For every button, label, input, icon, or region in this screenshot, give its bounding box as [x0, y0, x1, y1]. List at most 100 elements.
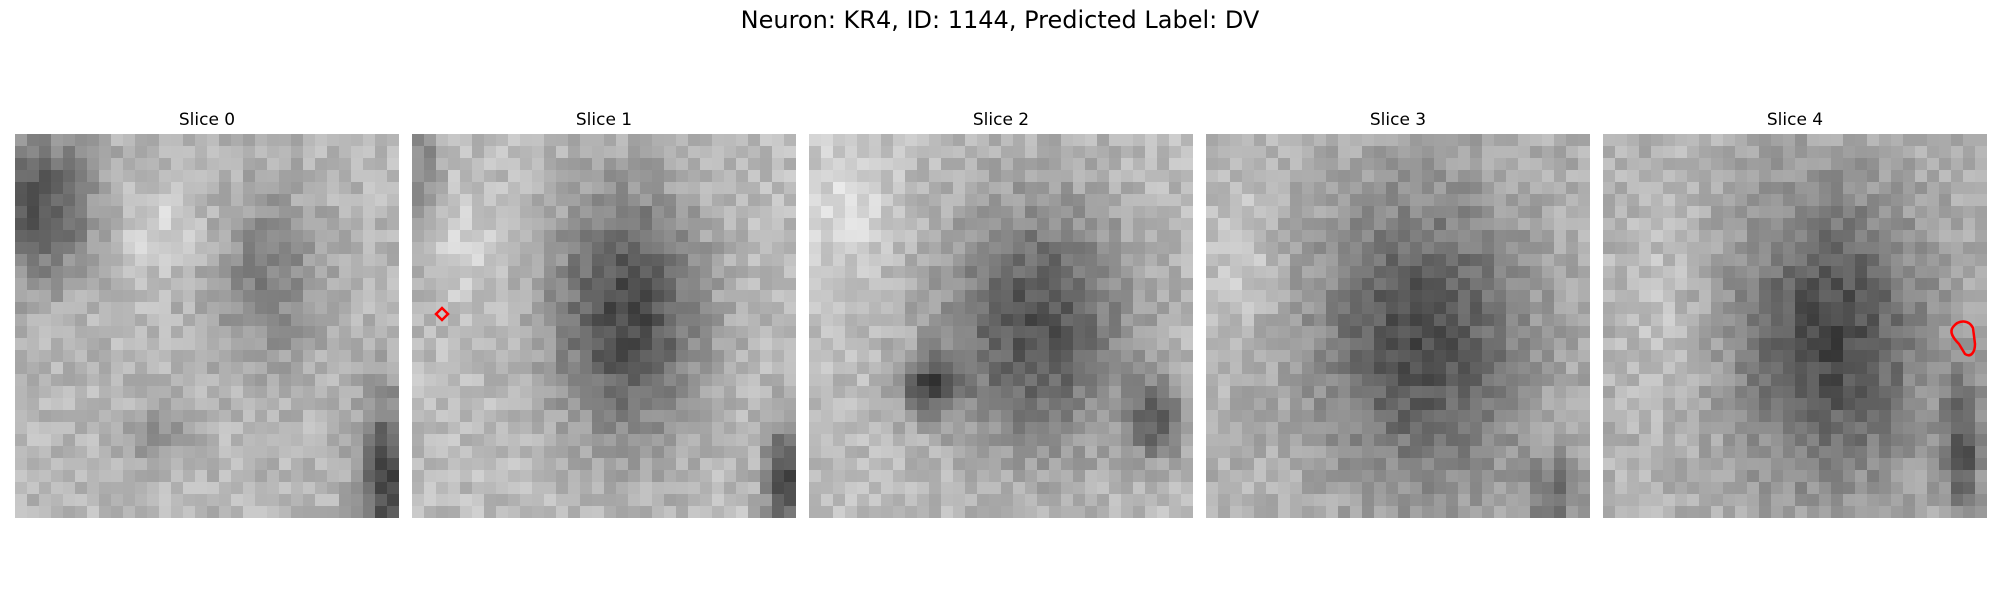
pixel	[772, 350, 785, 363]
pixel	[1506, 350, 1519, 363]
pixel	[1230, 506, 1243, 518]
pixel	[640, 482, 653, 495]
pixel	[700, 470, 713, 483]
pixel	[1302, 506, 1315, 518]
pixel	[1879, 374, 1892, 387]
pixel	[1374, 326, 1387, 339]
pixel	[75, 506, 88, 518]
pixel	[845, 134, 858, 147]
pixel	[1278, 194, 1291, 207]
pixel	[1085, 446, 1098, 459]
pixel	[664, 194, 677, 207]
pixel	[1747, 302, 1760, 315]
pixel	[1278, 218, 1291, 231]
pixel	[1927, 374, 1940, 387]
pixel	[1903, 386, 1916, 399]
pixel	[1615, 182, 1628, 195]
pixel	[484, 494, 497, 507]
pixel	[1639, 170, 1652, 183]
pixel	[941, 218, 954, 231]
pixel	[1181, 170, 1193, 183]
pixel	[1290, 254, 1303, 267]
pixel	[1458, 338, 1471, 351]
pixel	[255, 314, 268, 327]
pixel	[1458, 218, 1471, 231]
pixel	[1230, 242, 1243, 255]
pixel	[953, 458, 966, 471]
pixel	[736, 266, 749, 279]
pixel	[1783, 302, 1796, 315]
pixel	[580, 422, 593, 435]
pixel	[1759, 182, 1772, 195]
pixel	[1230, 302, 1243, 315]
pixel	[1663, 218, 1676, 231]
pixel	[929, 266, 942, 279]
pixel	[1434, 422, 1447, 435]
pixel	[544, 386, 557, 399]
pixel	[544, 326, 557, 339]
pixel	[592, 350, 605, 363]
pixel	[1278, 158, 1291, 171]
slice-panel-0: Slice 0	[15, 108, 399, 518]
pixel	[1566, 410, 1579, 423]
pixel	[1795, 350, 1808, 363]
pixel	[1915, 182, 1928, 195]
pixel	[219, 458, 232, 471]
pixel	[1242, 470, 1255, 483]
pixel	[111, 326, 124, 339]
pixel	[159, 158, 172, 171]
pixel	[532, 170, 545, 183]
pixel	[1073, 266, 1086, 279]
pixel	[1603, 434, 1616, 447]
pixel	[1434, 410, 1447, 423]
pixel	[1121, 434, 1134, 447]
pixel	[628, 266, 641, 279]
pixel	[1723, 386, 1736, 399]
pixel	[881, 158, 894, 171]
pixel	[1374, 386, 1387, 399]
pixel	[123, 434, 136, 447]
pixel	[1338, 206, 1351, 219]
pixel	[183, 338, 196, 351]
slice-title: Slice 0	[178, 110, 236, 130]
pixel	[1278, 434, 1291, 447]
pixel	[1434, 278, 1447, 291]
pixel	[412, 458, 425, 471]
pixel	[905, 278, 918, 291]
pixel	[1831, 266, 1844, 279]
pixel	[472, 170, 485, 183]
pixel	[1049, 242, 1062, 255]
pixel	[1242, 494, 1255, 507]
pixel	[460, 134, 473, 147]
pixel	[1963, 182, 1976, 195]
pixel	[580, 302, 593, 315]
pixel	[1350, 158, 1363, 171]
pixel	[27, 422, 40, 435]
pixel	[544, 338, 557, 351]
pixel	[1506, 218, 1519, 231]
pixel	[1350, 386, 1363, 399]
pixel	[724, 338, 737, 351]
pixel	[1061, 254, 1074, 267]
pixel	[99, 446, 112, 459]
pixel	[135, 314, 148, 327]
pixel	[772, 278, 785, 291]
pixel	[736, 290, 749, 303]
pixel	[39, 506, 52, 518]
pixel	[1181, 230, 1193, 243]
pixel	[1482, 242, 1495, 255]
pixel	[1169, 230, 1182, 243]
pixel	[544, 422, 557, 435]
pixel	[929, 170, 942, 183]
pixel	[953, 254, 966, 267]
pixel	[1314, 326, 1327, 339]
pixel	[604, 218, 617, 231]
pixel	[1518, 206, 1531, 219]
pixel	[1398, 254, 1411, 267]
pixel	[1254, 134, 1267, 147]
pixel	[1025, 398, 1038, 411]
pixel	[51, 422, 64, 435]
pixel	[1939, 350, 1952, 363]
pixel	[1314, 386, 1327, 399]
pixel	[1242, 242, 1255, 255]
